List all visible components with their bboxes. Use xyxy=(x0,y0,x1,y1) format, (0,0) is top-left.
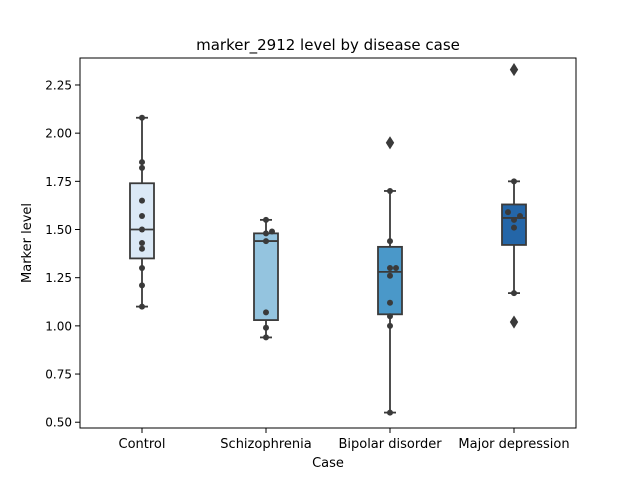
data-point xyxy=(263,238,269,245)
data-point xyxy=(511,178,517,185)
data-point xyxy=(511,224,517,231)
data-point xyxy=(393,265,399,272)
y-tick-label: 1.00 xyxy=(45,319,72,333)
data-point xyxy=(263,324,269,331)
outlier-marker xyxy=(385,136,395,150)
data-point xyxy=(387,299,393,306)
data-point xyxy=(511,216,517,223)
y-tick-label: 0.50 xyxy=(45,416,72,430)
data-point xyxy=(139,303,145,310)
data-point xyxy=(139,226,145,233)
data-point xyxy=(505,209,511,216)
data-point xyxy=(387,322,393,329)
data-point xyxy=(387,238,393,245)
data-point xyxy=(263,309,269,316)
data-point xyxy=(139,213,145,220)
data-point xyxy=(139,265,145,272)
data-point xyxy=(387,265,393,272)
outlier-marker xyxy=(509,315,519,329)
box-schizophrenia xyxy=(253,232,279,321)
data-point xyxy=(139,245,145,252)
x-tick-label: Control xyxy=(119,437,166,452)
data-point xyxy=(387,187,393,194)
data-point xyxy=(139,159,145,166)
data-point xyxy=(139,282,145,289)
data-point xyxy=(517,213,523,220)
y-tick-label: 1.50 xyxy=(45,223,72,237)
chart-title: marker_2912 level by disease case xyxy=(196,36,460,55)
data-point xyxy=(263,334,269,341)
data-point xyxy=(387,409,393,416)
data-point xyxy=(263,230,269,237)
x-tick-label: Bipolar disorder xyxy=(338,437,442,452)
data-point xyxy=(139,197,145,204)
data-point xyxy=(269,228,275,235)
x-tick-label: Major depression xyxy=(458,437,569,452)
data-point xyxy=(139,240,145,246)
x-tick-label: Schizophrenia xyxy=(220,437,311,452)
plot-frame xyxy=(79,57,577,429)
y-tick-label: 1.75 xyxy=(45,175,72,189)
data-point xyxy=(139,164,145,171)
plot-layer: 0.50 0.75 1.00 1.25 1.50 1.75 2.00 2.25 Control S… xyxy=(45,63,570,452)
data-point xyxy=(511,290,517,297)
data-point xyxy=(387,313,393,320)
outlier-marker xyxy=(509,63,519,77)
data-point xyxy=(263,216,269,223)
data-point xyxy=(139,114,145,121)
y-axis-label: Marker level xyxy=(20,203,35,283)
y-tick-label: 1.25 xyxy=(45,271,72,285)
y-tick-label: 2.00 xyxy=(45,127,72,141)
data-point xyxy=(387,272,393,279)
y-tick-label: 0.75 xyxy=(45,368,72,382)
x-axis-label: Case xyxy=(312,456,344,471)
y-tick-label: 2.25 xyxy=(45,78,72,92)
